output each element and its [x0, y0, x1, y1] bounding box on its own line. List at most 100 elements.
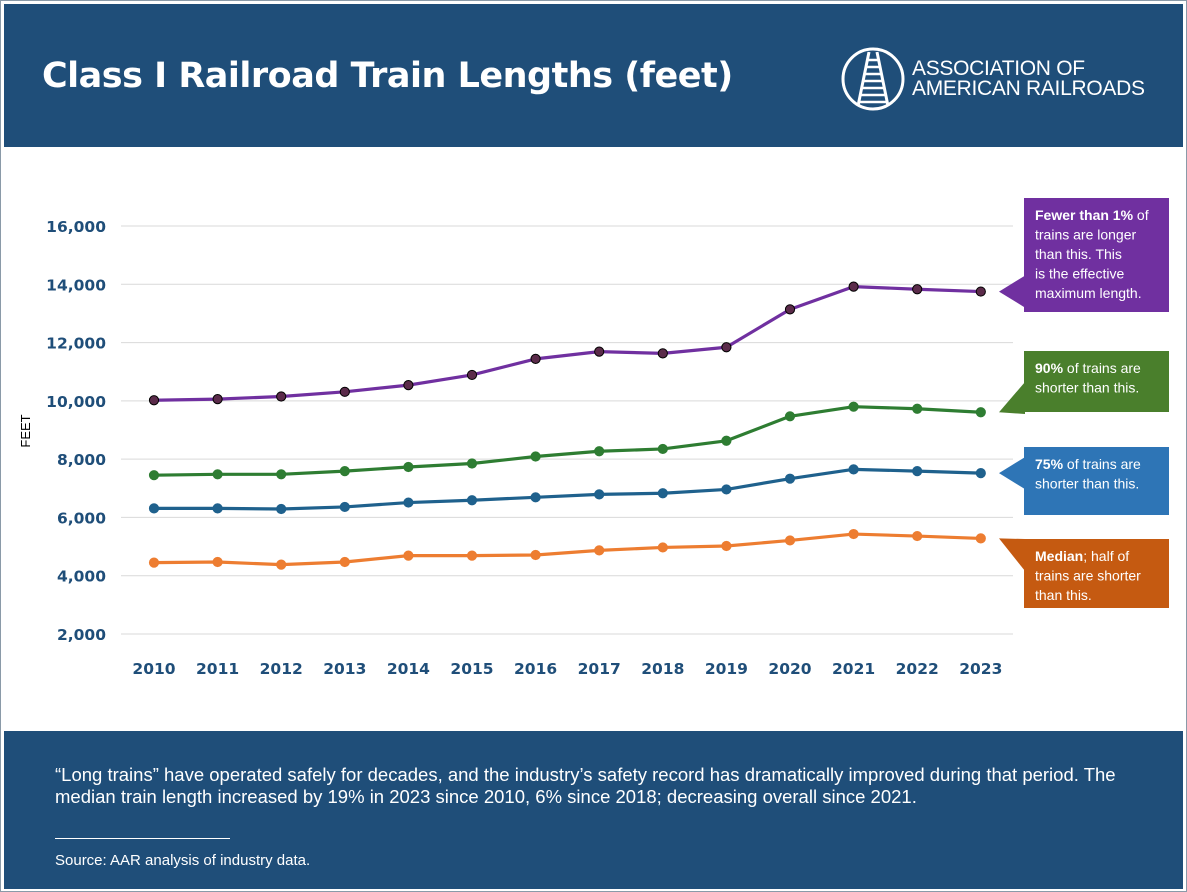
data-point [403, 550, 414, 561]
data-point [975, 286, 986, 297]
data-point [594, 545, 605, 556]
chart-gridlines [121, 225, 1013, 635]
railroad-track-icon [841, 47, 905, 111]
callout-box [1024, 539, 1169, 608]
data-point [530, 492, 541, 503]
data-point [466, 550, 478, 561]
data-point [975, 533, 986, 544]
data-point [848, 528, 859, 540]
series-3 [148, 528, 986, 570]
footer-banner: “Long trains” have operated safely for d… [4, 731, 1183, 889]
data-point [530, 353, 541, 364]
data-point [784, 411, 796, 422]
callout-pointer [999, 275, 1025, 308]
x-tick-label: 2019 [705, 660, 748, 678]
x-tick-label: 2015 [450, 660, 493, 678]
data-point [339, 465, 350, 477]
callout-text: 90% of trains are shorter than this. [1035, 360, 1141, 396]
y-tick-label: 16,000 [46, 218, 106, 236]
data-point [657, 443, 668, 455]
data-point [721, 540, 732, 552]
callout-text: Median; half of trains are shorter than th… [1035, 548, 1141, 603]
logo-line-2: AMERICAN RAILROADS [912, 77, 1145, 100]
series-line [153, 532, 981, 567]
callout-2: 75% of trains are shorter than this. [999, 447, 1169, 515]
y-tick-label: 6,000 [57, 509, 106, 527]
data-point [657, 348, 668, 359]
data-point [276, 503, 287, 515]
x-tick-label: 2014 [387, 660, 430, 678]
data-point [848, 281, 859, 292]
data-point [721, 342, 732, 353]
callout-pointer [999, 382, 1025, 414]
data-point [466, 369, 478, 381]
data-point [530, 451, 541, 462]
page-title: Class I Railroad Train Lengths (feet) [42, 56, 733, 96]
data-point [721, 435, 732, 446]
data-point [276, 391, 287, 402]
logo-wordmark: ASSOCIATION OF AMERICAN RAILROADS [912, 58, 1145, 100]
x-tick-label: 2022 [896, 660, 939, 678]
source-note: Source: AAR analysis of industry data. [55, 852, 311, 869]
callout-pointer [999, 457, 1025, 490]
data-point [530, 549, 541, 561]
y-tick-label: 12,000 [46, 335, 106, 353]
y-axis-ticks: 2,000 4,000 6,000 8,000 10,000 12,000 14,000 16… [46, 218, 106, 644]
data-point [148, 470, 160, 481]
callout-box [1024, 351, 1169, 412]
data-point [403, 497, 414, 508]
y-tick-label: 2,000 [57, 626, 106, 644]
series-0 [148, 281, 986, 406]
y-tick-label: 14,000 [46, 276, 106, 294]
callout-text: Fewer than 1% of trains are longer than th… [1035, 207, 1149, 301]
footnote-divider [55, 838, 230, 839]
callout-pointer [999, 538, 1025, 571]
data-point [212, 503, 223, 514]
x-tick-label: 2013 [323, 660, 366, 678]
chart-series [148, 281, 986, 570]
data-point [403, 461, 414, 473]
y-axis-label: FEET [18, 414, 33, 447]
x-tick-label: 2011 [196, 660, 239, 678]
x-tick-label: 2023 [959, 660, 1002, 678]
data-point [276, 469, 287, 480]
data-point [848, 401, 859, 412]
callout-1: 90% of trains are shorter than this. [999, 351, 1169, 414]
data-point [212, 556, 223, 568]
x-tick-label: 2021 [832, 660, 875, 678]
data-point [276, 559, 287, 570]
data-point [466, 495, 478, 506]
data-point [657, 542, 668, 553]
x-tick-label: 2020 [768, 660, 811, 678]
callout-box [1024, 198, 1169, 312]
data-point [975, 468, 986, 479]
data-point [784, 535, 796, 546]
data-point [848, 464, 859, 475]
data-point [657, 488, 668, 499]
x-tick-label: 2016 [514, 660, 557, 678]
y-tick-label: 8,000 [57, 451, 106, 469]
data-point [912, 284, 923, 295]
x-tick-label: 2018 [641, 660, 684, 678]
data-point [721, 484, 732, 495]
callout-3: Median; half of trains are shorter than th… [999, 538, 1169, 608]
data-point [912, 403, 923, 414]
data-point [339, 501, 350, 513]
data-point [148, 395, 160, 406]
callout-0: Fewer than 1% of trains are longer than th… [999, 198, 1169, 312]
data-point [403, 380, 414, 391]
callout-box [1024, 447, 1169, 515]
data-point [339, 386, 350, 397]
data-point [466, 458, 478, 469]
header-banner: Class I Railroad Train Lengths (feet) AS… [4, 4, 1183, 147]
data-point [912, 530, 923, 542]
x-tick-label: 2012 [260, 660, 303, 678]
data-point [594, 489, 605, 500]
series-1 [148, 401, 986, 481]
series-line [154, 467, 981, 511]
data-point [912, 465, 923, 477]
chart-callouts: Fewer than 1% of trains are longer than th… [999, 198, 1169, 608]
data-point [339, 556, 350, 568]
data-point [594, 346, 605, 357]
